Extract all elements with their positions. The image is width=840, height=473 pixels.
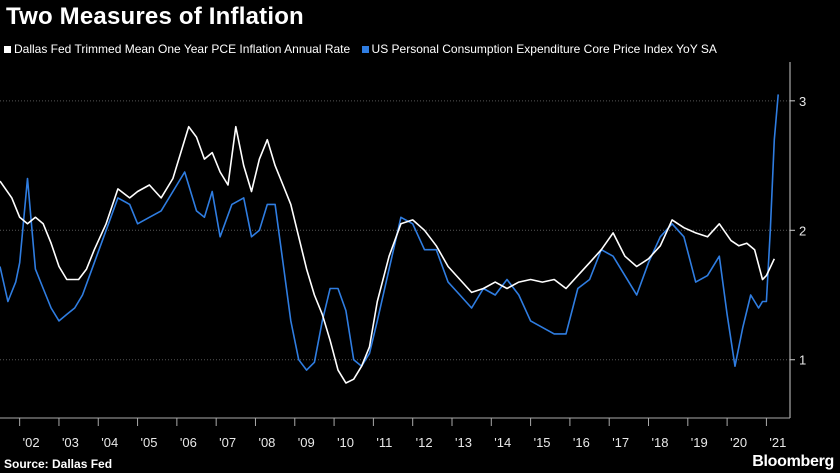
y-tick-label-2: 2 <box>799 223 806 238</box>
series-line-core-pce <box>0 94 779 371</box>
legend-item-trimmed-mean: Dallas Fed Trimmed Mean One Year PCE Inf… <box>4 42 350 56</box>
x-tick-label-2016: '16 <box>573 435 590 450</box>
x-tick-label-2007: '07 <box>219 435 236 450</box>
y-tick-label-3: 3 <box>799 94 806 109</box>
x-tick-label-2021: '21 <box>769 435 786 450</box>
x-tick-label-2020: '20 <box>730 435 747 450</box>
x-tick-label-2019: '19 <box>691 435 708 450</box>
legend-item-core-pce: US Personal Consumption Expenditure Core… <box>361 42 717 56</box>
x-tick-label-2017: '17 <box>612 435 629 450</box>
x-tick-label-2012: '12 <box>416 435 433 450</box>
x-tick-label-2006: '06 <box>180 435 197 450</box>
x-tick-label-2005: '05 <box>141 435 158 450</box>
x-tick-label-2010: '10 <box>337 435 354 450</box>
legend: Dallas Fed Trimmed Mean One Year PCE Inf… <box>4 42 725 56</box>
x-tick-label-2003: '03 <box>62 435 79 450</box>
y-tick-label-1: 1 <box>799 353 806 368</box>
x-tick-label-2018: '18 <box>652 435 669 450</box>
x-tick-label-2004: '04 <box>101 435 118 450</box>
x-tick-label-2011: '11 <box>376 435 392 450</box>
x-tick-label-2014: '14 <box>494 435 511 450</box>
legend-label-core-pce: US Personal Consumption Expenditure Core… <box>371 42 717 56</box>
x-tick-label-2002: '02 <box>23 435 40 450</box>
chart-title: Two Measures of Inflation <box>6 3 304 30</box>
x-tick-label-2008: '08 <box>258 435 275 450</box>
x-tick-label-2015: '15 <box>534 435 551 450</box>
bloomberg-logo: Bloomberg <box>752 453 834 470</box>
legend-label-trimmed-mean: Dallas Fed Trimmed Mean One Year PCE Inf… <box>14 42 351 56</box>
x-tick-label-2009: '09 <box>298 435 315 450</box>
series-line-trimmed-mean <box>0 125 776 384</box>
source-note: Source: Dallas Fed <box>4 457 113 471</box>
x-tick-label-2013: '13 <box>455 435 472 450</box>
legend-swatch-white <box>4 46 11 53</box>
legend-swatch-blue <box>361 46 369 53</box>
